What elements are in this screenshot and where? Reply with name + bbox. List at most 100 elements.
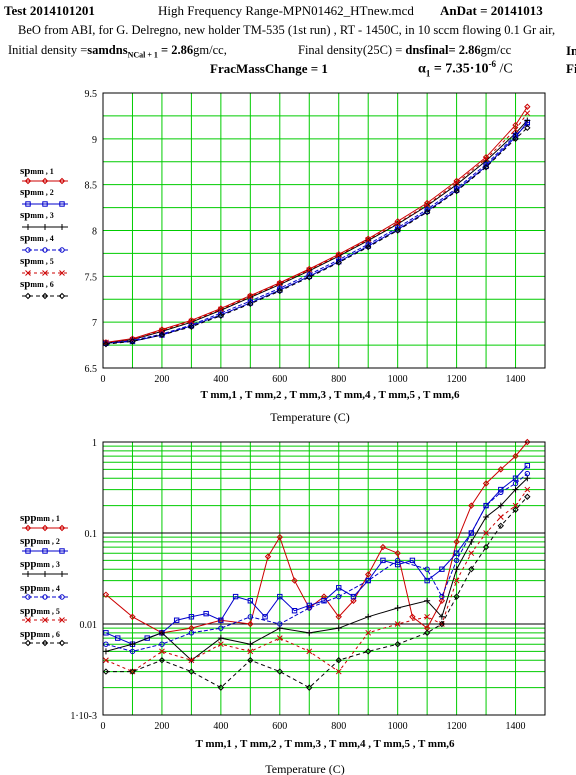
- data-point: [350, 597, 357, 604]
- data-point: [218, 617, 224, 623]
- data-point: [129, 668, 136, 675]
- data-point: [512, 126, 519, 133]
- legend-marker: [25, 594, 31, 600]
- data-point: [217, 312, 225, 319]
- data-point: [188, 657, 195, 664]
- legend-marker: [41, 524, 49, 532]
- data-point: [497, 466, 505, 473]
- data-point: [291, 577, 298, 584]
- data-point: [247, 298, 254, 304]
- data-point: [512, 121, 519, 129]
- data-point: [497, 502, 504, 509]
- data-point: [483, 513, 490, 520]
- data-point: [453, 187, 460, 195]
- x-tick-label: 1000: [388, 721, 408, 732]
- data-point: [103, 641, 109, 647]
- data-point: [247, 620, 254, 628]
- data-point: [394, 227, 401, 234]
- data-point: [453, 593, 460, 600]
- x-tick-label: 0: [101, 721, 106, 732]
- legend-marker: [42, 201, 48, 207]
- density-chart: 0 200 400 600 800 1000 1200 1400 6.5 7 7.5 8 8.5 9 9.5…: [22, 89, 546, 424]
- data-point: [247, 293, 254, 300]
- legend-marker: [42, 224, 48, 230]
- data-point: [482, 543, 490, 551]
- data-point: [158, 657, 166, 664]
- x-axis-label: Temperature (C): [270, 410, 349, 424]
- plot-frame: [102, 441, 546, 716]
- legend-marker: [59, 247, 65, 253]
- legend-marker: [24, 639, 32, 647]
- data-point: [320, 593, 328, 600]
- x-tick-label: 400: [213, 374, 228, 385]
- legend-marker: [42, 548, 48, 554]
- data-point: [409, 557, 416, 564]
- data-point: [468, 566, 475, 573]
- series-line: [105, 496, 528, 689]
- data-point: [129, 338, 136, 345]
- data-point: [217, 307, 224, 314]
- data-point: [394, 549, 401, 557]
- x-tick-label: 1200: [447, 721, 467, 732]
- legend-marker: [42, 617, 48, 623]
- data-point: [423, 208, 431, 216]
- data-point: [232, 593, 239, 600]
- series-line: [105, 122, 528, 344]
- file-title: High Frequency Range-MPN01462_HTnew.mcd: [158, 3, 414, 18]
- data-point: [524, 103, 531, 110]
- legend-marker: [42, 594, 48, 600]
- data-point: [247, 641, 254, 648]
- data-point: [512, 135, 519, 143]
- legend-marker: [41, 292, 49, 300]
- data-point: [439, 593, 445, 600]
- data-point: [524, 493, 531, 500]
- legend-spp-mm-6: sppmm , 6: [20, 628, 60, 640]
- legend-marker: [59, 201, 65, 207]
- description-line: BeO from ABI, for G. Delregno, new holde…: [18, 23, 556, 37]
- data-point: [453, 179, 460, 186]
- legend-sp-mm-2: spmm , 2: [20, 186, 54, 198]
- data-point: [158, 331, 166, 339]
- x-axis-vars: T mm,1 , T mm,2 , T mm,3 , T mm,4 , T mm…: [195, 738, 455, 750]
- data-point: [218, 625, 224, 631]
- data-point: [512, 452, 519, 460]
- data-point: [276, 280, 283, 287]
- data-point: [524, 121, 531, 127]
- data-point: [468, 502, 475, 509]
- data-point: [247, 614, 254, 620]
- data-point: [306, 648, 313, 655]
- data-point: [365, 613, 372, 620]
- data-point: [306, 684, 313, 691]
- legend-marker: [25, 617, 31, 623]
- y-tick-label: 9.5: [85, 89, 98, 100]
- y-tick-label: 6.5: [85, 364, 98, 375]
- legend-sp-mm-6: spmm , 6: [20, 278, 54, 290]
- data-point: [439, 566, 445, 572]
- data-point: [159, 641, 165, 647]
- y-tick-label: 7.5: [85, 272, 98, 283]
- legend-marker: [58, 524, 66, 532]
- data-point: [247, 648, 254, 655]
- data-point: [218, 641, 224, 648]
- legend-marker: [25, 224, 31, 230]
- data-point: [276, 635, 283, 641]
- legend-marker: [41, 639, 49, 647]
- initial-density: Initial density =samdnsNCal + 1 = 2.86gm…: [8, 43, 227, 60]
- data-point: [306, 271, 312, 278]
- data-point: [306, 267, 313, 273]
- data-point: [424, 566, 430, 572]
- data-point: [276, 287, 284, 295]
- legend-sp-mm-5: spmm , 5: [20, 255, 54, 267]
- y-tick-label: 8.5: [85, 181, 98, 192]
- data-point: [394, 604, 401, 611]
- legend-marker: [24, 524, 32, 532]
- data-point: [115, 635, 121, 641]
- x-axis-label: Temperature (C): [265, 762, 344, 775]
- data-point: [365, 577, 371, 584]
- data-point: [394, 621, 401, 627]
- x-tick-label: 200: [154, 374, 169, 385]
- data-point: [247, 300, 254, 308]
- legend-marker: [42, 571, 48, 577]
- data-point: [321, 598, 327, 604]
- data-point: [497, 522, 505, 530]
